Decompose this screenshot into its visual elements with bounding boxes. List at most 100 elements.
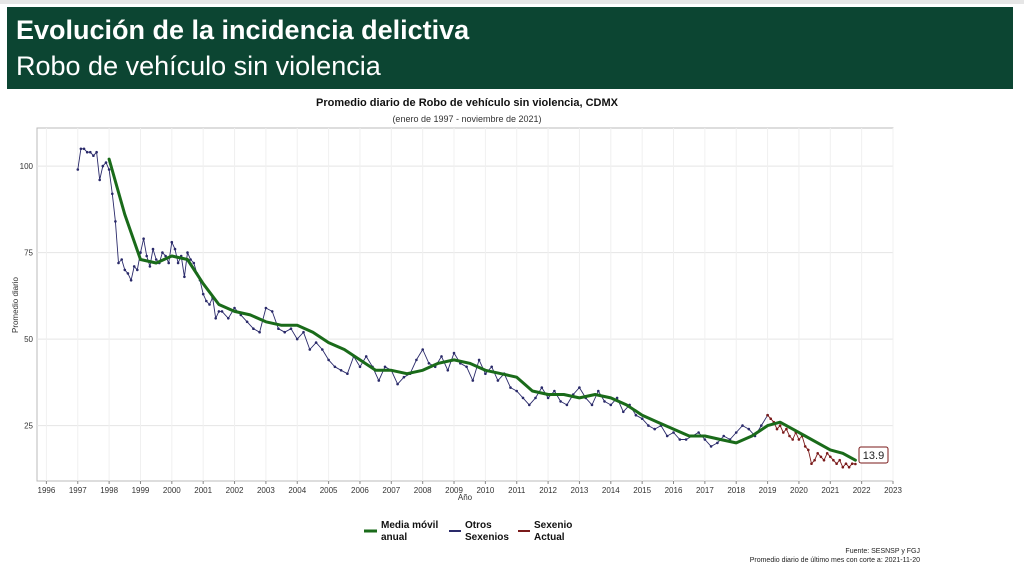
- x-tick-label: 2001: [194, 486, 212, 495]
- x-tick-label: 2014: [602, 486, 620, 495]
- data-point-otros-sexenios: [120, 258, 123, 261]
- plot-area: [36, 127, 894, 482]
- data-point-otros-sexenios: [383, 365, 387, 369]
- data-point-sexenio-actual: [769, 417, 772, 421]
- data-point-otros-sexenios: [521, 396, 525, 400]
- data-point-otros-sexenios: [270, 310, 274, 313]
- legend-label-sexenio-actual: Sexenio Actual: [534, 520, 572, 543]
- x-tick-label: 1998: [100, 486, 118, 495]
- data-point-otros-sexenios: [227, 317, 230, 320]
- data-point-otros-sexenios: [747, 427, 751, 431]
- data-point-otros-sexenios: [82, 147, 86, 151]
- data-point-otros-sexenios: [622, 410, 625, 414]
- y-gridlines: [37, 165, 893, 427]
- data-point-otros-sexenios: [151, 247, 155, 251]
- data-point-otros-sexenios: [477, 358, 481, 362]
- data-point-otros-sexenios: [452, 351, 456, 355]
- data-point-sexenio-actual: [778, 424, 782, 427]
- data-point-otros-sexenios: [277, 327, 280, 331]
- data-point-otros-sexenios: [415, 358, 418, 362]
- data-point-otros-sexenios: [217, 310, 221, 313]
- data-point-otros-sexenios: [104, 161, 108, 164]
- data-point-otros-sexenios: [164, 254, 167, 258]
- data-point-otros-sexenios: [117, 261, 120, 265]
- data-point-otros-sexenios: [183, 275, 186, 279]
- data-point-otros-sexenios: [364, 355, 368, 358]
- data-point-otros-sexenios: [132, 265, 136, 268]
- data-point-otros-sexenios: [208, 303, 211, 306]
- data-point-otros-sexenios: [734, 431, 738, 434]
- data-point-sexenio-actual: [766, 413, 769, 417]
- data-point-otros-sexenios: [653, 427, 656, 431]
- legend: Media móvil anual Otros Sexenios Sexenio Ac…: [364, 520, 572, 543]
- legend-item-sexenio-actual: Sexenio Actual: [518, 520, 572, 543]
- data-point-sexenio-actual: [850, 462, 854, 466]
- data-point-otros-sexenios: [421, 348, 425, 351]
- data-point-otros-sexenios: [741, 424, 744, 427]
- data-point-sexenio-actual: [816, 452, 819, 455]
- data-point-otros-sexenios: [314, 341, 318, 344]
- legend-label-otros-sexenios: Otros Sexenios: [465, 520, 509, 543]
- series-line-media-movil: [107, 157, 857, 462]
- data-point-otros-sexenios: [672, 431, 675, 434]
- data-point-sexenio-actual: [775, 427, 779, 431]
- legend-label-media-movil: Media móvil anual: [381, 520, 438, 543]
- data-point-otros-sexenios: [377, 379, 381, 382]
- data-point-otros-sexenios: [578, 386, 581, 389]
- data-point-otros-sexenios: [665, 434, 669, 438]
- header-banner: Evolución de la incidencia delictiva Rob…: [7, 7, 1013, 89]
- top-divider: [0, 0, 1024, 4]
- x-tick-label: 2010: [476, 486, 494, 495]
- data-point-otros-sexenios: [446, 369, 450, 372]
- data-point-sexenio-actual: [788, 434, 791, 438]
- data-point-sexenio-actual: [813, 458, 816, 462]
- x-tick-label: 2023: [884, 486, 902, 495]
- data-point-otros-sexenios: [98, 178, 101, 182]
- data-point-otros-sexenios: [339, 369, 343, 372]
- data-point-otros-sexenios: [173, 247, 177, 251]
- x-tick-label: 1999: [132, 486, 150, 495]
- data-point-otros-sexenios: [129, 279, 133, 282]
- data-point-otros-sexenios: [402, 375, 406, 379]
- y-tick-label: 100: [20, 162, 34, 171]
- data-point-otros-sexenios: [528, 403, 531, 407]
- x-tick-label: 2019: [759, 486, 777, 495]
- data-point-otros-sexenios: [154, 258, 158, 261]
- data-point-otros-sexenios: [703, 438, 707, 441]
- y-tick-label: 75: [24, 249, 33, 258]
- data-point-otros-sexenios: [716, 441, 719, 445]
- x-tick-label: 2017: [696, 486, 714, 495]
- data-point-otros-sexenios: [76, 168, 80, 171]
- data-point-otros-sexenios: [333, 365, 337, 369]
- data-point-otros-sexenios: [107, 168, 111, 171]
- data-point-otros-sexenios: [220, 310, 224, 313]
- data-point-otros-sexenios: [111, 192, 114, 196]
- data-point-otros-sexenios: [170, 240, 174, 244]
- data-point-sexenio-actual: [797, 438, 801, 441]
- x-tick-label: 2011: [508, 486, 526, 495]
- source-note: Fuente: SESNSP y FGJ: [845, 548, 920, 555]
- data-point-otros-sexenios: [634, 413, 638, 417]
- x-tick-label: 2020: [790, 486, 808, 495]
- data-point-otros-sexenios: [101, 164, 105, 168]
- data-point-otros-sexenios: [92, 154, 95, 157]
- data-point-otros-sexenios: [546, 396, 550, 400]
- data-point-otros-sexenios: [114, 220, 117, 223]
- data-point-otros-sexenios: [201, 292, 205, 296]
- x-tick-label: 2008: [414, 486, 432, 495]
- chart-subtitle: (enero de 1997 - noviembre de 2021): [392, 114, 541, 124]
- data-point-otros-sexenios: [205, 299, 208, 303]
- data-point-otros-sexenios: [465, 365, 468, 369]
- data-point-otros-sexenios: [85, 150, 89, 154]
- data-point-otros-sexenios: [245, 320, 249, 324]
- data-point-sexenio-actual: [822, 458, 826, 462]
- legend-item-otros-sexenios: Otros Sexenios: [449, 520, 509, 543]
- data-point-otros-sexenios: [258, 330, 261, 334]
- data-point-otros-sexenios: [722, 434, 725, 438]
- data-point-otros-sexenios: [484, 372, 487, 376]
- data-point-otros-sexenios: [640, 417, 644, 421]
- data-point-sexenio-actual: [829, 455, 832, 459]
- last-value-box: [858, 446, 889, 464]
- data-point-otros-sexenios: [189, 258, 192, 261]
- data-point-sexenio-actual: [841, 465, 845, 469]
